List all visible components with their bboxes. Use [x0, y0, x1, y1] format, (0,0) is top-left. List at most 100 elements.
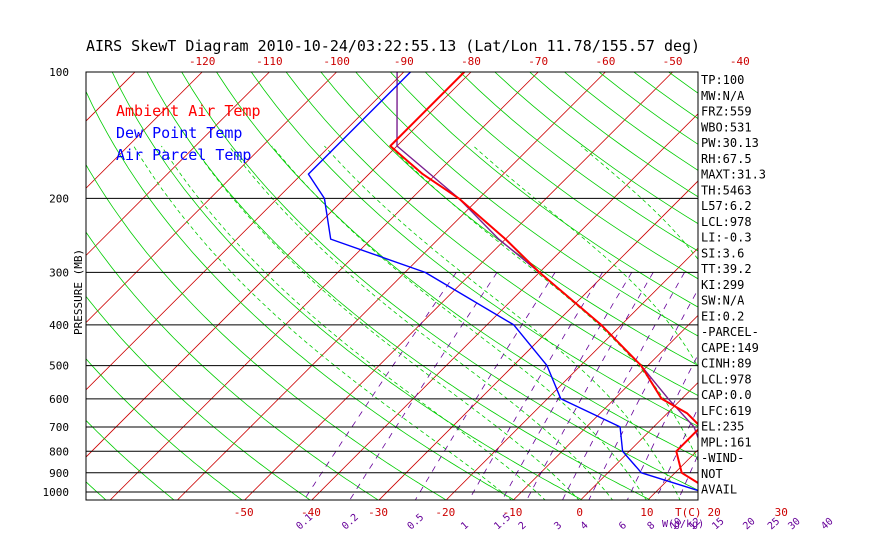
dry-adiabat-line	[86, 295, 311, 500]
dry-adiabat-line	[459, 72, 698, 252]
mixing-ratio-line	[797, 272, 870, 501]
mixing-ratio-label: 4	[579, 520, 591, 532]
top-temp-tick-label: -110	[256, 55, 283, 68]
bottom-temp-tick-label: -20	[435, 506, 455, 519]
dry-adiabat-line	[529, 72, 698, 198]
bottom-temp-tick-label: -50	[234, 506, 254, 519]
isotherm-line	[244, 72, 673, 500]
index-entry: KI:299	[701, 278, 744, 292]
mixing-ratio-line	[562, 272, 685, 500]
pressure-tick-label: 900	[49, 467, 69, 480]
isotherm-line	[86, 72, 136, 122]
bottom-temp-tick-label: -40	[301, 506, 321, 519]
moist-adiabat-line	[324, 145, 681, 500]
dry-adiabat-line	[181, 72, 698, 491]
legend-parcel: Air Parcel Temp	[116, 146, 251, 164]
dry-adiabat-line	[250, 72, 698, 427]
index-entry: -PARCEL-	[701, 325, 759, 339]
bottom-temp-tick-label: 0	[576, 506, 583, 519]
top-temp-tick-label: -40	[730, 55, 750, 68]
isotherm-line	[512, 314, 698, 500]
isotherm-line	[0, 72, 68, 501]
moist-adiabat-line	[820, 146, 849, 501]
mixing-ratio-line	[776, 272, 870, 501]
pressure-tick-label: 400	[49, 319, 69, 332]
top-temp-tick-label: -90	[394, 55, 414, 68]
index-entry: AVAIL	[701, 483, 737, 497]
top-temp-tick-label: -100	[323, 55, 350, 68]
legend-ambient: Ambient Air Temp	[116, 102, 261, 120]
index-entry: FRZ:559	[701, 105, 752, 119]
mixing-ratio-label: 1	[459, 520, 471, 532]
top-temp-tick-label: -80	[461, 55, 481, 68]
mixing-ratio-line	[751, 272, 848, 501]
mixing-ratio-label: 3	[552, 520, 564, 532]
isotherm-line	[109, 72, 539, 500]
isotherm-line	[86, 72, 405, 391]
diagram-axes: 0.1 0.2 0.5 1 1.5 2 3 4 6 8 10 12 15 20 25 30 40W(g/kg)1…	[43, 55, 836, 532]
dry-adiabat-line	[285, 72, 698, 396]
mixing-ratio-line	[655, 407, 698, 500]
index-entry: CINH:89	[701, 357, 752, 371]
ambient-temp-line	[389, 72, 698, 485]
pressure-tick-label: 700	[49, 421, 69, 434]
index-entry: LI:-0.3	[701, 231, 752, 245]
index-entry: NOT	[701, 467, 723, 481]
index-entry: LFC:619	[701, 404, 752, 418]
bottom-temp-tick-label: 20	[707, 506, 720, 519]
dry-adiabat-line	[668, 72, 698, 94]
index-entry: -WIND-	[701, 451, 744, 465]
index-entry: PW:30.13	[701, 136, 759, 150]
dry-adiabat-line	[843, 72, 870, 501]
mixing-ratio-label: 6	[617, 520, 629, 532]
dry-adiabat-line	[86, 163, 447, 500]
mixing-ratio-line	[501, 272, 633, 500]
pressure-tick-label: 200	[49, 192, 69, 205]
isotherm-line	[86, 72, 203, 189]
dry-adiabat-line	[808, 72, 870, 501]
index-entry: EL:235	[701, 420, 744, 434]
index-entry: LCL:978	[701, 215, 752, 229]
isotherm-line	[311, 113, 698, 500]
isotherm-line	[86, 72, 270, 256]
pressure-tick-label: 600	[49, 393, 69, 406]
index-entry: WBO:531	[701, 120, 752, 134]
isotherm-line	[176, 72, 606, 500]
top-temp-tick-label: -70	[528, 55, 548, 68]
isotherm-line	[580, 382, 698, 500]
index-entry: L57:6.2	[701, 199, 752, 213]
dry-adiabat-line	[86, 231, 379, 500]
legend-dewpoint: Dew Point Temp	[116, 124, 242, 142]
bottom-temp-tick-label: 10	[640, 506, 653, 519]
index-entry: MPL:161	[701, 435, 752, 449]
index-entry: EI:0.2	[701, 309, 744, 323]
mixing-ratio-line	[303, 272, 457, 500]
mixing-ratio-label: 0.2	[340, 512, 361, 532]
mixing-ratio-unit: W(g/kg)	[662, 519, 704, 530]
top-temp-tick-label: -120	[189, 55, 216, 68]
dry-adiabat-line	[424, 72, 698, 280]
mixing-ratio-line	[830, 272, 870, 501]
chart-title: AIRS SkewT Diagram 2010-10-24/03:22:55.1…	[86, 37, 700, 55]
index-entry: CAPE:149	[701, 341, 759, 355]
dry-adiabat-line	[494, 72, 698, 225]
dewpoint-temp-line	[307, 72, 698, 492]
mixing-ratio-label: 20	[741, 516, 757, 532]
bottom-temp-unit: T(C)	[675, 506, 702, 519]
dry-adiabat-line	[146, 72, 652, 500]
pressure-tick-label: 800	[49, 445, 69, 458]
dry-adiabat-line	[86, 481, 107, 500]
mixing-ratio-label: 8	[645, 520, 657, 532]
index-entry: TP:100	[701, 73, 744, 87]
isotherm-line	[781, 72, 870, 501]
pressure-tick-label: 500	[49, 360, 69, 373]
y-axis-title: PRESSURE (MB)	[72, 249, 85, 335]
dry-adiabat-line	[86, 419, 175, 500]
index-entry: MW:N/A	[701, 89, 745, 103]
mixing-ratio-label: 0.5	[405, 512, 426, 532]
mixing-ratio-line	[349, 272, 498, 500]
mixing-ratio-label: 2	[517, 520, 529, 532]
mixing-ratio-line	[626, 354, 698, 500]
pressure-tick-label: 300	[49, 266, 69, 279]
